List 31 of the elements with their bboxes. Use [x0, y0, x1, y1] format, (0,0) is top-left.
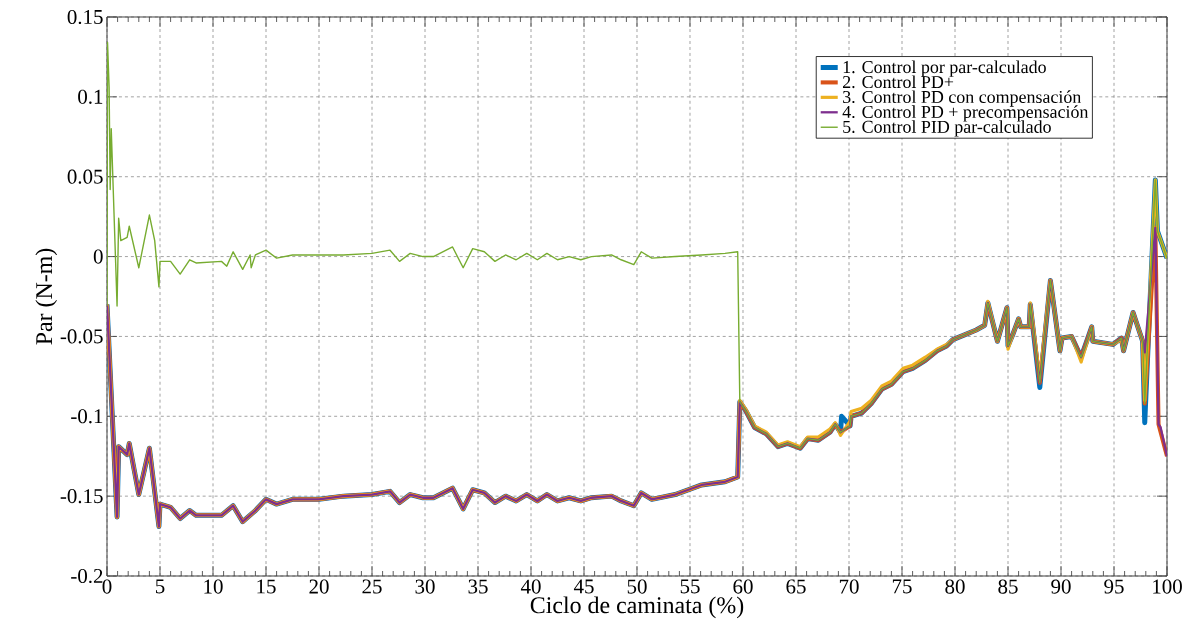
- x-tick-label: 30: [415, 579, 435, 594]
- x-tick-label: 35: [468, 579, 488, 594]
- x-tick-label: 5: [155, 579, 165, 594]
- x-tick-label: 25: [362, 579, 382, 594]
- y-tick-label: -0.2: [71, 568, 103, 584]
- x-tick-label: 100: [1153, 579, 1182, 594]
- x-tick-label: 50: [627, 579, 647, 594]
- y-tick-label: 0.15: [67, 9, 103, 25]
- legend-label: 5. Control PID par-calculado: [843, 120, 1051, 137]
- x-tick-label: 40: [520, 579, 541, 594]
- y-tick-label: -0.1: [71, 409, 103, 424]
- x-tick-label: 60: [733, 579, 753, 594]
- x-tick-label: 65: [786, 579, 806, 594]
- y-tick-label: 0: [93, 249, 103, 264]
- x-tick-label: 75: [892, 579, 912, 594]
- x-tick-label: 70: [839, 579, 859, 594]
- x-tick-label: 90: [1051, 579, 1071, 594]
- x-tick-label: 55: [680, 579, 700, 594]
- y-tick-label: 0.05: [67, 169, 103, 184]
- y-tick-label: -0.05: [60, 329, 103, 344]
- x-tick-label: 80: [945, 579, 965, 594]
- y-tick-label: -0.15: [60, 489, 103, 504]
- x-tick-label: 85: [998, 579, 1018, 594]
- x-tick-label: 45: [573, 579, 594, 594]
- y-axis-title: Par (N-m): [35, 248, 58, 345]
- x-tick-label: 10: [204, 579, 223, 594]
- y-tick-label: 0.1: [78, 89, 103, 104]
- x-tick-label: 95: [1104, 579, 1124, 594]
- x-tick-label: 20: [309, 579, 329, 594]
- x-tick-label: 15: [257, 579, 276, 594]
- x-axis-title: Ciclo de caminata (%): [530, 596, 744, 619]
